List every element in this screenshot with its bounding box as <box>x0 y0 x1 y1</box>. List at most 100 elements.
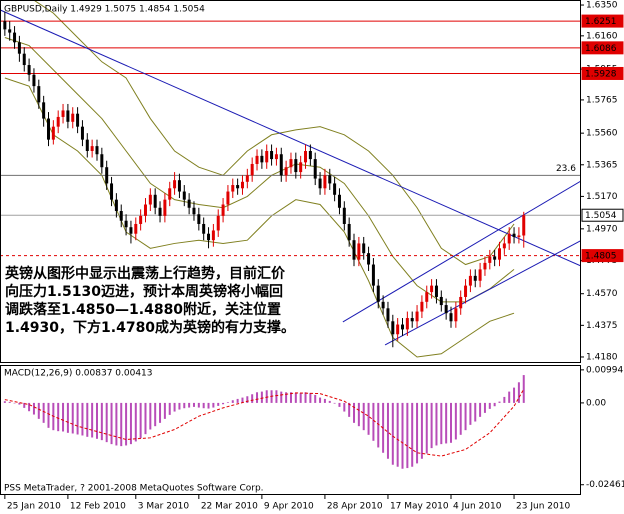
macd-bar <box>430 402 433 449</box>
candle-body <box>371 264 375 286</box>
macd-bar <box>62 402 65 432</box>
macd-bar <box>3 401 6 403</box>
candle-body <box>110 183 114 200</box>
macd-bar <box>222 402 225 405</box>
macd-plot <box>3 375 525 469</box>
macd-bar <box>28 402 31 412</box>
candle-body <box>163 199 167 216</box>
candle-body <box>323 175 327 189</box>
candle-body <box>386 308 390 322</box>
candle-body <box>8 29 12 33</box>
macd-bar <box>120 402 123 447</box>
macd-bar <box>425 402 428 454</box>
macd-bar <box>503 396 506 403</box>
macd-bar <box>251 394 254 403</box>
candle-body <box>158 207 162 216</box>
candle-body <box>376 285 380 302</box>
candle-body <box>357 243 361 260</box>
candle-body <box>250 163 254 176</box>
macd-bar <box>207 402 210 409</box>
candle-body <box>90 146 94 151</box>
y-tick-label: 1.5170 <box>586 192 618 202</box>
macd-bar <box>236 398 239 403</box>
macd-bar <box>474 402 477 422</box>
level-box <box>581 208 624 222</box>
candle-body <box>522 215 526 236</box>
macd-bar <box>454 402 457 440</box>
macd-bar <box>299 392 302 403</box>
candle-body <box>71 113 75 122</box>
macd-bar <box>144 402 147 435</box>
candle-body <box>333 183 337 195</box>
candle-body <box>197 214 201 224</box>
macd-bar <box>202 402 205 409</box>
macd-frame <box>0 365 581 495</box>
candle-body <box>265 150 269 163</box>
macd-bar <box>260 391 263 403</box>
candle-body <box>454 308 458 322</box>
candle-body <box>22 53 26 66</box>
macd-bar <box>513 387 516 403</box>
macd-bar <box>483 402 486 413</box>
candle-body <box>129 227 133 234</box>
macd-bar <box>256 392 259 403</box>
chart-title: GBPUSD,Daily 1.4929 1.5075 1.4854 1.5054 <box>4 5 205 15</box>
macd-bar <box>217 402 220 406</box>
candle-body <box>260 155 264 163</box>
annotation-line: 1.4930，下方1.4780成为英镑的有力支撑。 <box>5 319 295 336</box>
macd-bar <box>139 402 142 439</box>
candle-body <box>420 301 424 312</box>
macd-bar <box>420 402 423 459</box>
macd-bar <box>280 391 283 403</box>
candle-body <box>100 154 104 168</box>
macd-bar <box>105 402 108 443</box>
candle-body <box>405 318 409 330</box>
macd-bar <box>386 402 389 459</box>
macd-bar <box>188 402 191 408</box>
macd-bar <box>435 402 438 446</box>
level-box <box>581 249 624 263</box>
macd-bar <box>168 402 171 415</box>
candle-body <box>512 233 516 237</box>
annotation-line: 调跌落至1.4850—1.4880附近，关注位置 <box>5 301 281 318</box>
y-tick-label: 1.5560 <box>586 129 618 139</box>
macd-bar <box>367 402 370 435</box>
candle-body <box>182 191 186 200</box>
x-tick-label: 3 Mar 2010 <box>138 502 190 512</box>
macd-bar <box>522 375 525 403</box>
candle-body <box>396 324 400 335</box>
y-tick-label: 1.5765 <box>586 95 618 105</box>
candle-body <box>483 262 487 270</box>
candle-body <box>139 215 143 224</box>
candle-body <box>517 235 521 237</box>
macd-bar <box>265 390 268 403</box>
candle-body <box>46 118 50 140</box>
candle-body <box>497 248 501 260</box>
x-tick-label: 4 Jun 2010 <box>453 502 502 512</box>
macd-bar <box>411 402 414 467</box>
candle-body <box>236 185 240 189</box>
x-tick-label: 22 Mar 2010 <box>201 502 258 512</box>
macd-bar <box>246 396 249 403</box>
candle-body <box>51 126 55 140</box>
y-tick-label: 1.6160 <box>586 31 618 41</box>
macd-bar <box>134 402 137 442</box>
bollinger-middle <box>4 36 515 303</box>
macd-bar <box>192 402 195 407</box>
candle-body <box>80 126 84 140</box>
macd-bar <box>416 402 419 464</box>
candle-body <box>240 181 244 189</box>
candle-body <box>342 207 346 224</box>
macd-bar <box>163 402 166 419</box>
macd-bar <box>372 402 375 441</box>
candle-body <box>32 74 36 87</box>
candle-body <box>76 113 80 127</box>
trend-line <box>0 9 580 267</box>
candle-body <box>27 65 31 75</box>
macd-bar <box>178 402 181 410</box>
candle-body <box>270 150 274 160</box>
macd-bar <box>115 402 118 446</box>
candle-body <box>284 167 288 176</box>
candle-body <box>294 159 298 173</box>
